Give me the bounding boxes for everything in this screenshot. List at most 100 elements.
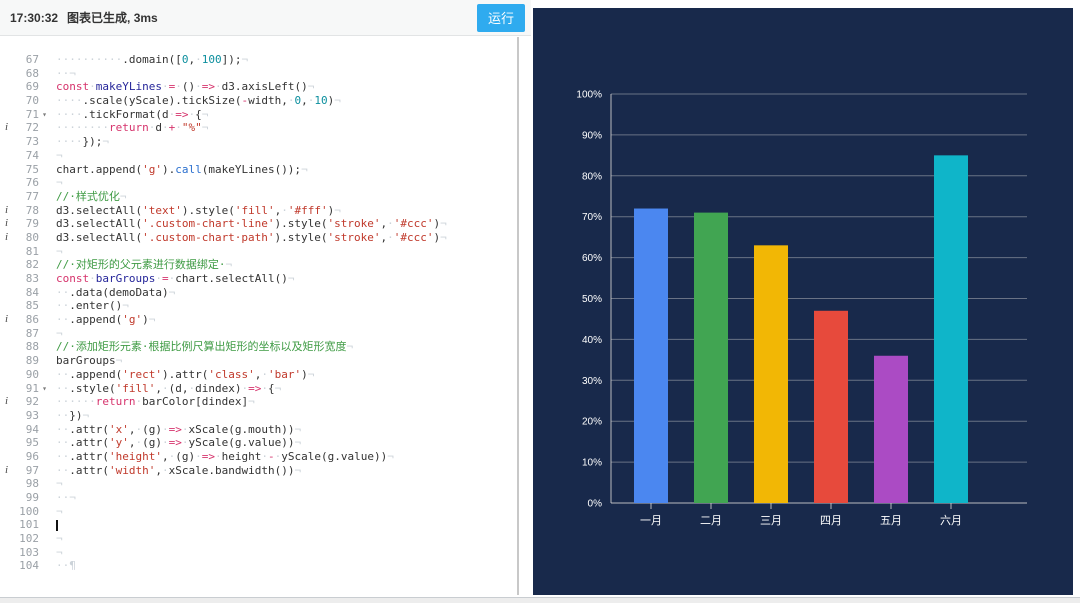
code-token: xScale.bandwidth()) <box>168 463 295 477</box>
lint-marker-icon[interactable]: i <box>4 217 9 230</box>
gutter: i 86 <box>0 313 50 327</box>
code-token: ·· <box>56 491 70 504</box>
code-editor[interactable]: 67 ··········.domain([0,·100]);¬ 68 ··¬ 69 co… <box>0 37 517 597</box>
chart-bar <box>634 208 668 503</box>
lint-marker-icon[interactable]: i <box>4 203 9 216</box>
code-token: · <box>387 217 394 231</box>
lint-marker-icon[interactable]: i <box>4 463 9 476</box>
code-token: ¬ <box>148 313 156 327</box>
code-token: (g) <box>142 422 162 436</box>
code-line[interactable]: 75 chart.append('g').call(makeYLines());¬ <box>0 163 517 177</box>
code-token: .attr( <box>69 436 109 450</box>
code-token: (g) <box>142 436 162 450</box>
code-token: 'fill' <box>115 381 156 395</box>
code-token: ) <box>433 230 441 244</box>
fold-arrow-icon[interactable]: ▾ <box>42 109 47 119</box>
code-token: => <box>168 422 182 436</box>
code-line[interactable]: 67 ··········.domain([0,·100]);¬ <box>0 53 517 67</box>
gutter: 101 <box>0 518 50 532</box>
code-text: const·makeYLines·=·()·=>·d3.axisLeft()¬ <box>50 80 314 94</box>
code-line[interactable]: 88 //·添加矩形元素·根据比例尺算出矩形的坐标以及矩形宽度¬ <box>0 340 517 354</box>
gutter: 93 <box>0 409 50 423</box>
code-token: · <box>148 121 156 135</box>
code-line[interactable]: 77 //·样式优化¬ <box>0 190 517 204</box>
code-line[interactable]: 101 <box>0 518 517 532</box>
code-token: ) <box>142 313 149 327</box>
code-text: ··¶ <box>50 559 76 573</box>
code-token: ·· <box>56 66 70 80</box>
code-token: ).style( <box>274 230 328 244</box>
code-line[interactable]: i 78 d3.selectAll('text').style('fill',·'#… <box>0 204 517 218</box>
run-button[interactable]: 运行 <box>477 3 525 32</box>
code-token: - <box>241 94 249 108</box>
code-line[interactable]: i 86 ··.append('g')¬ <box>0 313 517 327</box>
line-number: 93 <box>25 408 39 422</box>
code-line[interactable]: 83 const·barGroups·=·chart.selectAll()¬ <box>0 272 517 286</box>
lint-marker-icon[interactable]: i <box>4 230 9 243</box>
code-token: .append( <box>69 313 123 327</box>
code-line[interactable]: 100 ¬ <box>0 505 517 519</box>
lint-marker-icon[interactable]: i <box>4 313 9 326</box>
code-line[interactable]: 87 ¬ <box>0 327 517 341</box>
line-number: 73 <box>25 135 39 149</box>
code-line[interactable]: 104 ··¶ <box>0 559 517 573</box>
code-token: ) <box>433 217 441 231</box>
code-line[interactable]: 74 ¬ <box>0 149 517 163</box>
code-line[interactable]: i 80 d3.selectAll('.custom-chart·path').st… <box>0 231 517 245</box>
code-line[interactable]: i 79 d3.selectAll('.custom-chart·line').st… <box>0 217 517 231</box>
gutter: 68 <box>0 67 50 81</box>
code-line[interactable]: 69 const·makeYLines·=·()·=>·d3.axisLeft()… <box>0 80 517 94</box>
code-token: ·· <box>56 313 70 327</box>
code-token: ¬ <box>294 463 302 477</box>
code-token: (d, <box>168 381 189 395</box>
lint-marker-icon[interactable]: i <box>4 121 9 134</box>
code-line[interactable]: 73 ····});¬ <box>0 135 517 149</box>
code-line[interactable]: 99 ··¬ <box>0 491 517 505</box>
code-line[interactable]: 68 ··¬ <box>0 67 517 81</box>
lint-marker-icon[interactable]: i <box>4 395 9 408</box>
code-line[interactable]: 90 ··.append('rect').attr('class',·'bar')… <box>0 368 517 382</box>
code-line[interactable]: 84 ··.data(demoData)¬ <box>0 286 517 300</box>
code-text: ¬ <box>50 176 63 190</box>
code-token: chart.append( <box>56 162 143 176</box>
code-token: d3.axisLeft() <box>221 80 308 94</box>
code-line[interactable]: 98 ¬ <box>0 477 517 491</box>
code-line[interactable]: 96 ··.attr('height',·(g)·=>·height·-·ySca… <box>0 450 517 464</box>
line-number: 95 <box>25 436 39 450</box>
code-line[interactable]: 81 ¬ <box>0 245 517 259</box>
code-line[interactable]: 85 ··.enter()¬ <box>0 299 517 313</box>
code-token: - <box>267 449 275 463</box>
code-token: 10 <box>314 94 328 108</box>
code-line[interactable]: 95 ··.attr('y',·(g)·=>·yScale(g.value))¬ <box>0 436 517 450</box>
code-token: ¬ <box>56 176 63 190</box>
code-line[interactable]: 71 ▾ ····.tickFormat(d·=>·{¬ <box>0 108 517 122</box>
code-token: .attr( <box>69 463 109 477</box>
code-token: · <box>241 381 249 395</box>
y-axis-tick-label: 100% <box>576 90 602 101</box>
code-line[interactable]: 103 ¬ <box>0 546 517 560</box>
code-token: barGroups <box>56 354 116 368</box>
code-line[interactable]: i 97 ··.attr('width',·xScale.bandwidth())¬ <box>0 464 517 478</box>
code-line[interactable]: i 92 ······return·barColor[dindex]¬ <box>0 395 517 409</box>
code-line[interactable]: 89 barGroups¬ <box>0 354 517 368</box>
code-line[interactable]: 76 ¬ <box>0 176 517 190</box>
chart-bar <box>934 155 968 503</box>
code-line[interactable]: i 72 ········return·d·+·"%"¬ <box>0 121 517 135</box>
code-token: => <box>168 436 182 450</box>
code-token: · <box>161 80 169 94</box>
code-line[interactable]: 102 ¬ <box>0 532 517 546</box>
code-line[interactable]: 82 //·对矩形的父元素进行数据绑定·¬ <box>0 258 517 272</box>
code-token: d <box>155 121 162 135</box>
editor-scrollbar[interactable] <box>517 37 519 595</box>
code-token: ¶ <box>69 559 76 573</box>
code-line[interactable]: 91 ▾ ··.style('fill',·(d,·dindex)·=>·{¬ <box>0 382 517 396</box>
code-line[interactable]: 93 ··})¬ <box>0 409 517 423</box>
code-line[interactable]: 94 ··.attr('x',·(g)·=>·xScale(g.mouth))¬ <box>0 423 517 437</box>
line-number: 83 <box>25 272 39 285</box>
code-text: ··········.domain([0,·100]);¬ <box>50 53 248 67</box>
fold-arrow-icon[interactable]: ▾ <box>42 383 47 393</box>
y-axis-tick-label: 50% <box>582 294 602 305</box>
code-line[interactable]: 70 ····.scale(yScale).tickSize(-width,·0,… <box>0 94 517 108</box>
code-token: , <box>155 463 162 477</box>
gutter: 103 <box>0 546 50 560</box>
